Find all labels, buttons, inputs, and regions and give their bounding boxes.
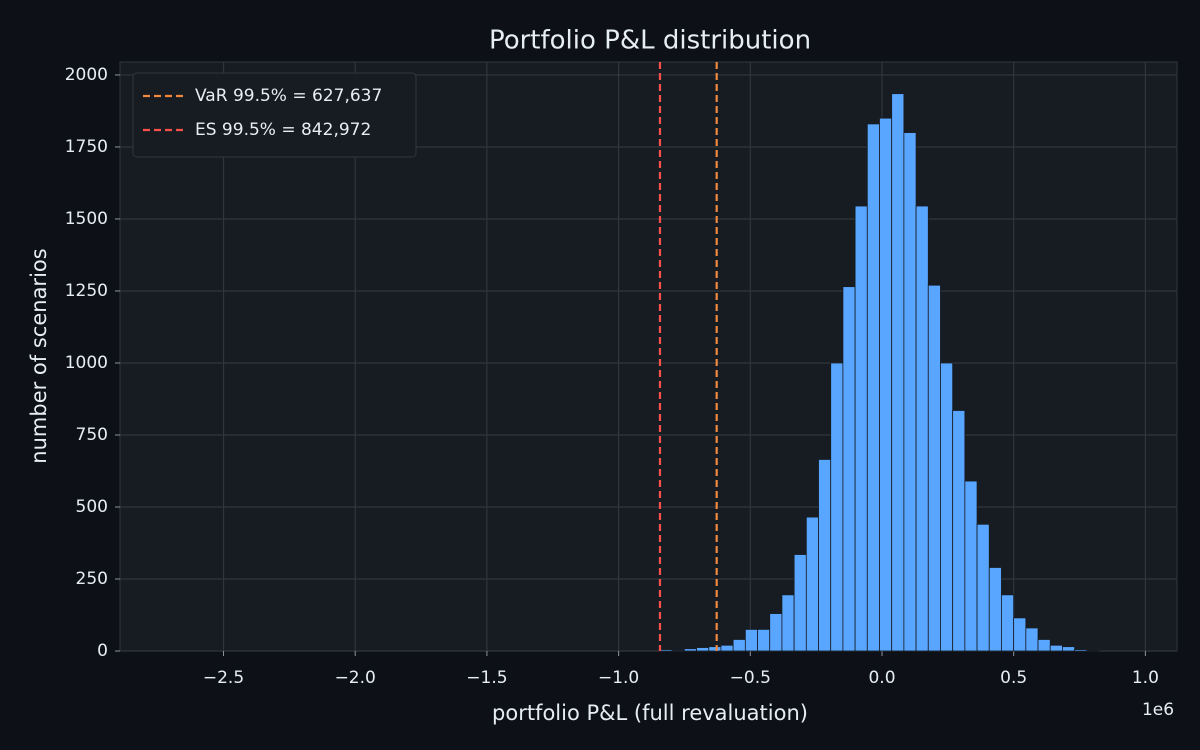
bar bbox=[1013, 617, 1027, 652]
y-tick-label: 1500 bbox=[65, 209, 108, 229]
bar bbox=[818, 459, 832, 652]
bar bbox=[1074, 649, 1088, 652]
bar bbox=[720, 644, 734, 652]
y-tick-label: 2000 bbox=[65, 65, 108, 85]
legend-box bbox=[132, 72, 417, 158]
bar bbox=[842, 286, 856, 652]
bar bbox=[683, 648, 697, 652]
x-tick-label: −0.5 bbox=[730, 668, 771, 688]
plot-area bbox=[119, 61, 1178, 652]
x-tick-label: −2.0 bbox=[335, 668, 376, 688]
bar bbox=[903, 132, 917, 652]
y-tick-label: 1000 bbox=[65, 353, 108, 373]
bar bbox=[866, 123, 880, 652]
bar bbox=[781, 594, 795, 652]
bar bbox=[964, 480, 978, 652]
x-tick-label: −2.5 bbox=[203, 668, 244, 688]
y-tick-label: 0 bbox=[97, 641, 108, 661]
bar bbox=[805, 516, 819, 652]
bar bbox=[891, 93, 905, 652]
bar bbox=[915, 205, 929, 652]
y-tick-label: 500 bbox=[76, 497, 108, 517]
chart-title: Portfolio P&L distribution bbox=[489, 26, 811, 56]
bar bbox=[1025, 627, 1039, 652]
x-tick-label: 0.5 bbox=[1000, 668, 1027, 688]
bar bbox=[696, 647, 710, 652]
bar bbox=[744, 628, 758, 652]
bar bbox=[952, 410, 966, 652]
bar bbox=[927, 284, 941, 652]
y-tick-label: 1250 bbox=[65, 281, 108, 301]
y-axis-label: number of scenarios bbox=[27, 248, 51, 463]
y-tick-label: 250 bbox=[76, 569, 108, 589]
bar bbox=[757, 628, 771, 652]
y-tick-label: 750 bbox=[76, 425, 108, 445]
bar bbox=[1086, 650, 1100, 652]
legend-label: ES 99.5% = 842,972 bbox=[195, 120, 371, 140]
bar bbox=[940, 362, 954, 652]
x-tick-label: 1.0 bbox=[1132, 668, 1159, 688]
bar bbox=[988, 567, 1002, 652]
bar bbox=[1001, 594, 1015, 652]
bar bbox=[671, 649, 685, 652]
bar bbox=[708, 646, 722, 652]
bar bbox=[793, 554, 807, 652]
bar bbox=[769, 613, 783, 652]
bar bbox=[879, 117, 893, 652]
bar bbox=[1062, 646, 1076, 652]
x-axis-label: portfolio P&L (full revaluation) bbox=[492, 701, 808, 725]
bar bbox=[659, 649, 673, 652]
bar bbox=[854, 205, 868, 652]
bar bbox=[1049, 644, 1063, 652]
bar bbox=[732, 639, 746, 652]
bar bbox=[976, 523, 990, 652]
bar bbox=[830, 362, 844, 652]
legend-label: VaR 99.5% = 627,637 bbox=[195, 86, 382, 106]
x-tick-label: 0.0 bbox=[868, 668, 895, 688]
y-tick-label: 1750 bbox=[65, 137, 108, 157]
x-tick-label: −1.0 bbox=[598, 668, 639, 688]
x-tick-label: −1.5 bbox=[466, 668, 507, 688]
x-offset-label: 1e6 bbox=[1142, 700, 1174, 720]
bar bbox=[1037, 639, 1051, 652]
